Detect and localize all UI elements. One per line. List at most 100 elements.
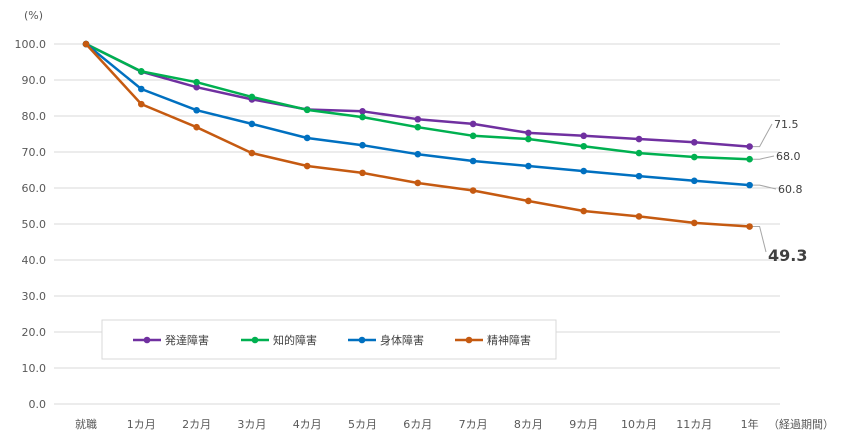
y-tick-label: 80.0 bbox=[22, 110, 47, 123]
y-axis: 0.0 10.0 20.0 30.0 40.0 50.0 60.0 70.0 80.0 90.0 1… bbox=[15, 9, 47, 411]
data-point bbox=[414, 179, 422, 187]
data-point bbox=[303, 106, 311, 114]
x-tick-label: 3カ月 bbox=[237, 418, 266, 431]
data-point bbox=[691, 219, 698, 227]
data-point bbox=[359, 169, 366, 177]
label-leader-line bbox=[752, 123, 773, 148]
y-tick-label: 20.0 bbox=[22, 326, 47, 339]
data-point bbox=[525, 129, 532, 137]
data-point bbox=[635, 213, 643, 220]
label-leader-line bbox=[752, 184, 777, 190]
y-tick-label: 30.0 bbox=[22, 290, 47, 303]
end-labels: 71.5 68.0 60.8 49.3 bbox=[768, 118, 807, 265]
data-point bbox=[414, 150, 422, 158]
x-tick-label: 6カ月 bbox=[403, 418, 432, 431]
label-leaders bbox=[752, 123, 777, 253]
data-point bbox=[193, 78, 200, 86]
y-tick-label: 70.0 bbox=[22, 146, 47, 159]
data-point bbox=[746, 181, 753, 189]
data-point bbox=[691, 138, 698, 146]
data-point bbox=[580, 207, 587, 215]
data-point bbox=[580, 167, 587, 175]
data-label: 71.5 bbox=[774, 118, 799, 131]
series-lines bbox=[82, 40, 753, 230]
legend-item: 発達障害 bbox=[133, 333, 209, 347]
series-line bbox=[85, 42, 750, 148]
data-point bbox=[359, 141, 366, 149]
x-axis: 就職 1カ月 2カ月 3カ月 4カ月 5カ月 6カ月 7カ月 8カ月 9カ月 10カ月 11カ月 1年 （… bbox=[75, 417, 834, 431]
data-point bbox=[303, 134, 311, 142]
data-point bbox=[635, 172, 643, 180]
legend-label: 身体障害 bbox=[380, 333, 424, 347]
series-line bbox=[85, 43, 750, 228]
legend-swatch-marker bbox=[143, 336, 151, 344]
y-tick-label: 60.0 bbox=[22, 182, 47, 195]
series-line bbox=[85, 42, 750, 161]
legend-label: 発達障害 bbox=[165, 333, 209, 347]
legend-item: 身体障害 bbox=[348, 333, 424, 347]
data-point bbox=[303, 162, 311, 170]
data-point bbox=[691, 153, 698, 161]
x-tick-label: 10カ月 bbox=[621, 418, 657, 431]
data-point bbox=[469, 187, 477, 194]
y-tick-label: 0.0 bbox=[29, 398, 47, 411]
x-tick-label: 11カ月 bbox=[676, 418, 712, 431]
data-point bbox=[469, 132, 477, 140]
series-1 bbox=[82, 40, 753, 150]
x-tick-label: 1カ月 bbox=[127, 418, 156, 431]
data-point bbox=[82, 40, 90, 48]
data-point bbox=[138, 85, 145, 93]
y-tick-label: 100.0 bbox=[15, 38, 47, 51]
data-point bbox=[525, 135, 532, 143]
legend-item: 精神障害 bbox=[455, 333, 531, 347]
legend-label: 知的障害 bbox=[273, 333, 317, 347]
legend-label: 精神障害 bbox=[487, 333, 531, 347]
data-point bbox=[525, 162, 532, 170]
data-point bbox=[746, 143, 753, 150]
data-point bbox=[248, 120, 256, 128]
y-tick-label: 90.0 bbox=[22, 74, 47, 87]
x-tick-label: 9カ月 bbox=[569, 418, 598, 431]
series-4 bbox=[82, 40, 753, 230]
x-tick-label: 就職 bbox=[75, 417, 97, 431]
x-axis-unit: （経過期間） bbox=[768, 418, 834, 431]
data-point bbox=[691, 177, 698, 185]
data-label: 68.0 bbox=[776, 150, 801, 163]
legend-item: 知的障害 bbox=[241, 333, 317, 347]
x-tick-label: 5カ月 bbox=[348, 418, 377, 431]
data-point bbox=[746, 223, 753, 230]
data-point bbox=[469, 157, 477, 165]
series-3 bbox=[82, 40, 753, 189]
data-point bbox=[193, 106, 200, 114]
data-point bbox=[359, 113, 366, 121]
series-line bbox=[85, 43, 750, 187]
y-axis-unit: (%) bbox=[24, 9, 43, 22]
data-point bbox=[248, 93, 256, 101]
x-tick-label: 2カ月 bbox=[182, 418, 211, 431]
legend-swatch-marker bbox=[465, 336, 473, 344]
series-2 bbox=[82, 40, 753, 163]
data-point bbox=[746, 155, 753, 163]
data-point bbox=[580, 142, 587, 150]
y-tick-label: 10.0 bbox=[22, 362, 47, 375]
data-point bbox=[414, 115, 422, 123]
data-point bbox=[138, 68, 145, 75]
legend: 発達障害 知的障害 身体障害 精神障害 bbox=[101, 319, 557, 360]
x-tick-label: 8カ月 bbox=[514, 418, 543, 431]
y-tick-label: 50.0 bbox=[22, 218, 47, 231]
x-tick-label: 1年 bbox=[741, 417, 759, 431]
data-point bbox=[193, 83, 200, 91]
data-point bbox=[359, 108, 366, 115]
data-point bbox=[469, 120, 477, 128]
data-point bbox=[414, 123, 422, 131]
data-point bbox=[580, 132, 587, 140]
legend-swatch-marker bbox=[358, 336, 366, 344]
legend-swatch-marker bbox=[251, 336, 259, 344]
x-tick-label: 7カ月 bbox=[459, 418, 488, 431]
label-leader-line bbox=[752, 155, 775, 160]
data-point bbox=[138, 100, 145, 108]
data-label: 49.3 bbox=[768, 246, 807, 265]
label-leader-line bbox=[752, 226, 767, 253]
